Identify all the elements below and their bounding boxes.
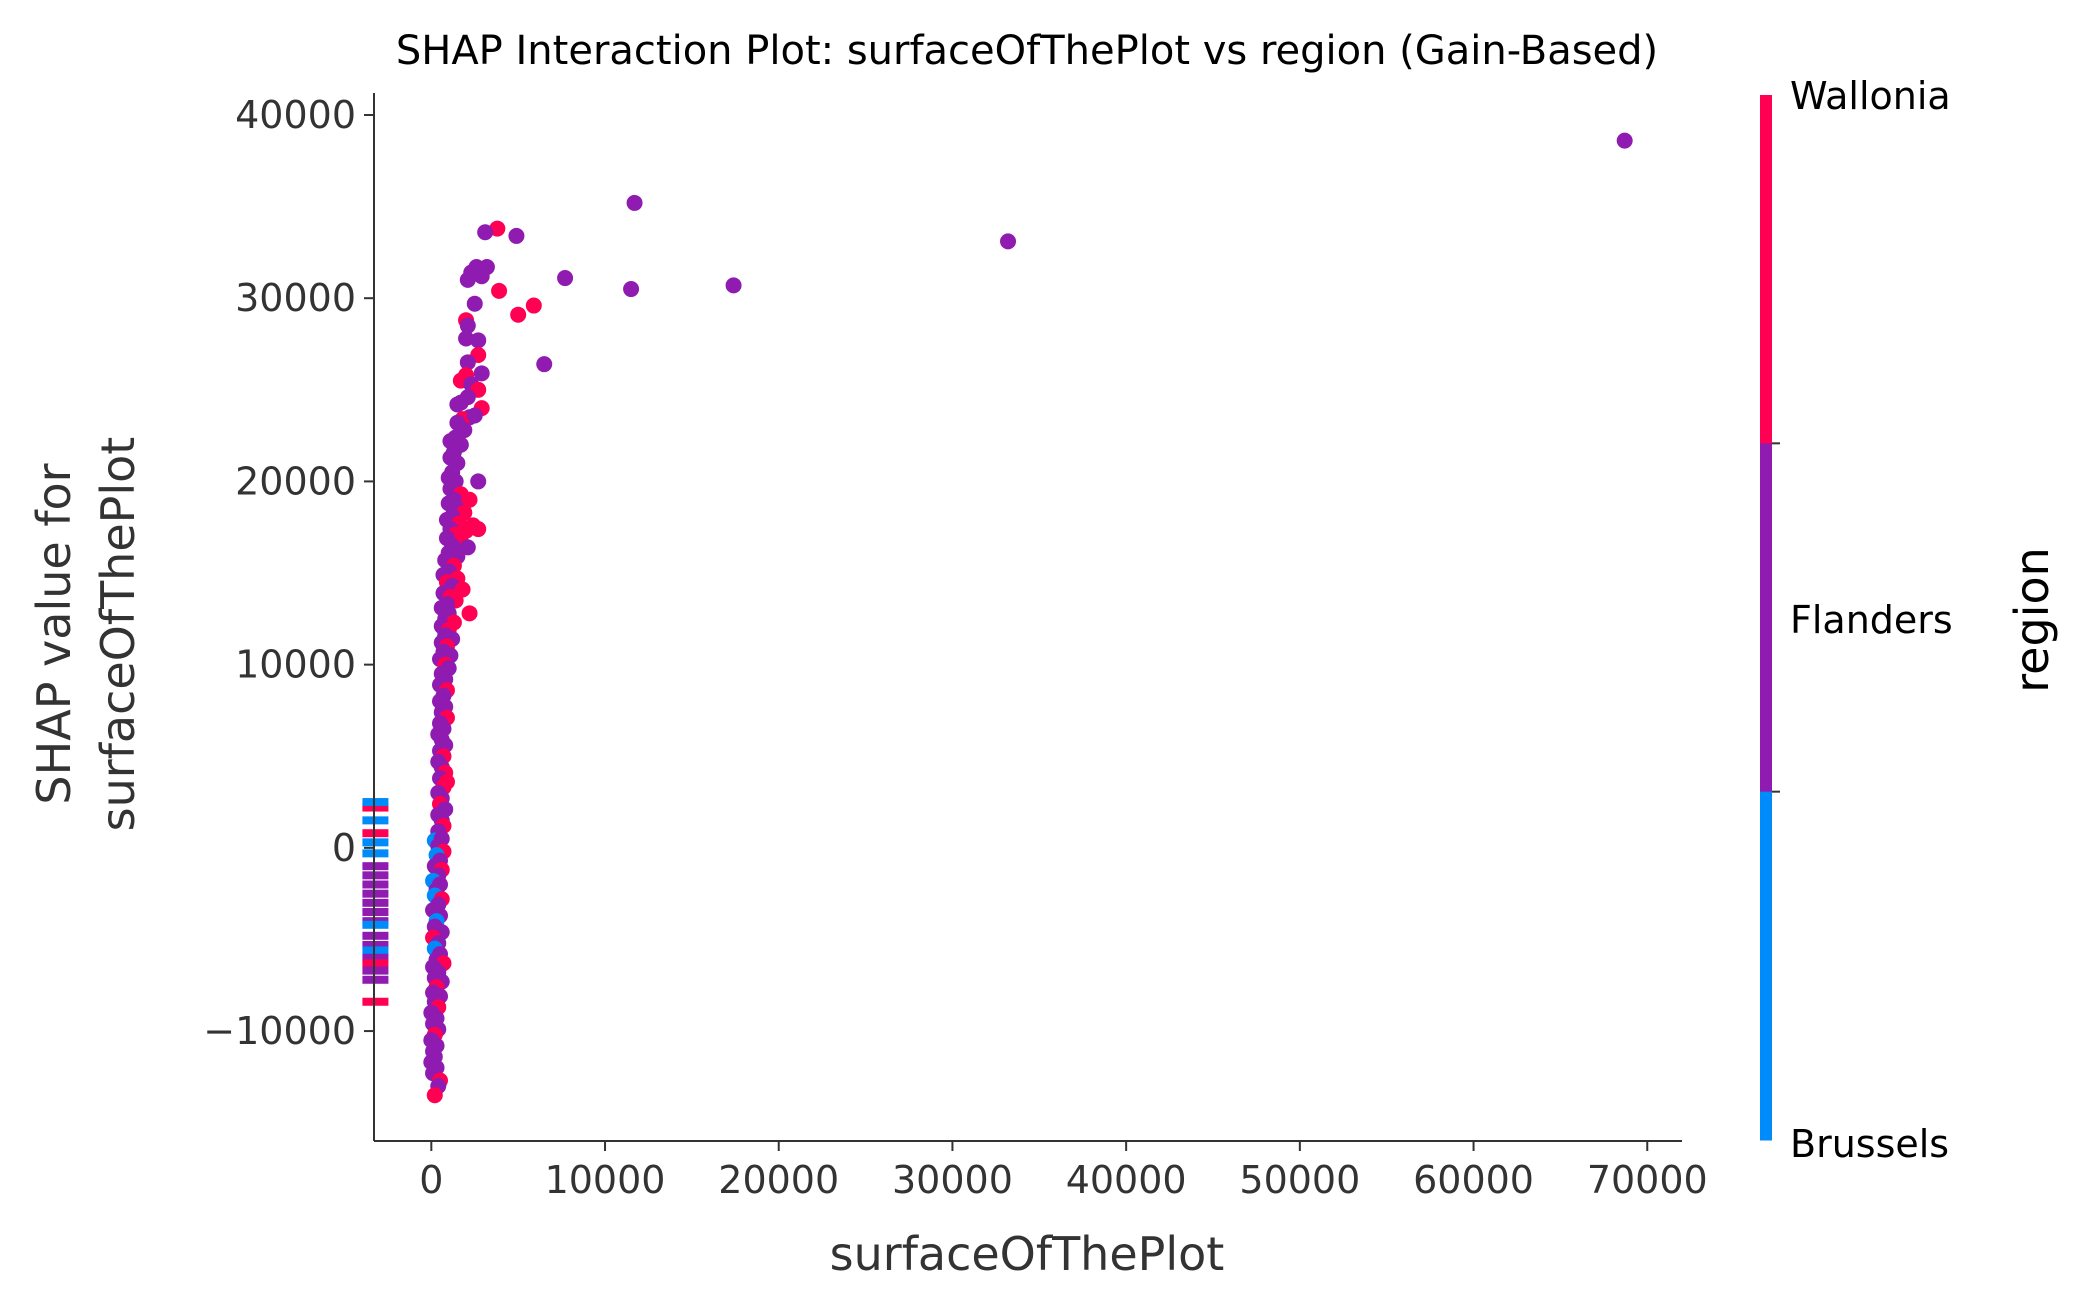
- colorbar-label-brussels: Brussels: [1790, 1122, 1949, 1166]
- y-tick-label: 20000: [235, 459, 356, 503]
- scatter-point: [461, 605, 478, 622]
- scatter-point: [508, 227, 525, 244]
- scatter-point: [458, 330, 475, 347]
- scatter-point: [426, 1087, 443, 1104]
- x-axis-label: surfaceOfThePlot: [830, 1227, 1225, 1281]
- x-ticks: 0 10000 20000 30000 40000 50000 60000 70000: [419, 1141, 1708, 1202]
- missing-value-marker: [362, 803, 389, 812]
- chart-title: SHAP Interaction Plot: surfaceOfThePlot …: [396, 28, 1658, 74]
- scatter-point: [725, 277, 742, 294]
- colorbar-segment-brussels: [1760, 791, 1772, 1141]
- missing-value-marker: [362, 862, 389, 871]
- missing-value-marker: [362, 829, 389, 838]
- colorbar-label-flanders: Flanders: [1790, 598, 1953, 642]
- missing-value-marker: [362, 838, 389, 847]
- y-tick-label: 30000: [235, 276, 356, 320]
- scatter-point: [470, 332, 487, 349]
- missing-value-marker: [362, 953, 389, 962]
- scatter-point: [459, 271, 476, 288]
- missing-value-marker: [362, 940, 389, 949]
- missing-value-marker: [362, 898, 389, 907]
- scatter-point: [449, 396, 466, 413]
- missing-value-marker: [362, 816, 389, 825]
- x-tick-label: 50000: [1239, 1158, 1360, 1202]
- y-tick-label: 10000: [235, 643, 356, 687]
- scatter-point: [466, 295, 483, 312]
- x-tick-label: 70000: [1587, 1158, 1708, 1202]
- y-tick-label: 0: [332, 826, 356, 870]
- scatter-point: [491, 282, 508, 299]
- scatter-point: [536, 356, 553, 373]
- scatter-point: [626, 194, 643, 211]
- y-tick-label: −10000: [203, 1009, 356, 1053]
- colorbar-title: region: [2005, 547, 2059, 692]
- y-ticks: −10000 0 10000 20000 30000 40000: [203, 93, 374, 1053]
- x-tick-label: 10000: [545, 1158, 666, 1202]
- missing-value-marker: [362, 798, 389, 807]
- colorbar-label-wallonia: Wallonia: [1790, 74, 1951, 118]
- x-tick-label: 60000: [1413, 1158, 1534, 1202]
- scatter-point: [461, 491, 478, 508]
- y-axis-label-line-1: SHAP value for: [27, 463, 81, 804]
- missing-value-marker: [362, 946, 389, 955]
- scatter-point: [473, 365, 490, 382]
- scatter-point: [459, 354, 476, 371]
- scatter-point: [623, 281, 640, 298]
- colorbar: Wallonia Flanders Brussels region: [1760, 74, 2059, 1166]
- missing-value-marker: [362, 931, 389, 940]
- y-tick-label: 40000: [235, 93, 356, 137]
- missing-value-marker: [362, 880, 389, 889]
- scatter-point: [1000, 233, 1017, 250]
- scatter-point: [470, 473, 487, 490]
- missing-value-marker: [362, 959, 389, 968]
- missing-value-marker: [362, 975, 389, 984]
- x-tick-label: 40000: [1066, 1158, 1187, 1202]
- scatter-point: [489, 220, 506, 237]
- scatter-point: [459, 317, 476, 334]
- colorbar-segment-flanders: [1760, 443, 1772, 793]
- x-tick-label: 30000: [892, 1158, 1013, 1202]
- scatter-point: [466, 407, 483, 424]
- colorbar-segment-wallonia: [1760, 95, 1772, 444]
- scatter-point: [510, 306, 527, 323]
- x-tick-label: 0: [419, 1158, 443, 1202]
- missing-value-marker: [362, 997, 389, 1006]
- scatter-point: [1616, 132, 1633, 149]
- axes-layer: [373, 93, 1682, 1142]
- missing-value-marker: [362, 907, 389, 916]
- missing-value-marker: [362, 966, 389, 975]
- missing-values-layer: [362, 798, 389, 1006]
- scatter-point: [557, 270, 574, 287]
- x-tick-label: 20000: [718, 1158, 839, 1202]
- missing-value-marker: [362, 849, 389, 858]
- y-axis-label-line-2: surfaceOfThePlot: [91, 437, 145, 832]
- missing-value-marker: [362, 920, 389, 929]
- missing-value-marker: [362, 871, 389, 880]
- scatter-point: [459, 539, 476, 556]
- scatter-point: [525, 297, 542, 314]
- points-layer: [423, 132, 1633, 1104]
- scatter-point: [477, 224, 494, 241]
- scatter-point: [470, 521, 487, 538]
- missing-value-marker: [362, 889, 389, 898]
